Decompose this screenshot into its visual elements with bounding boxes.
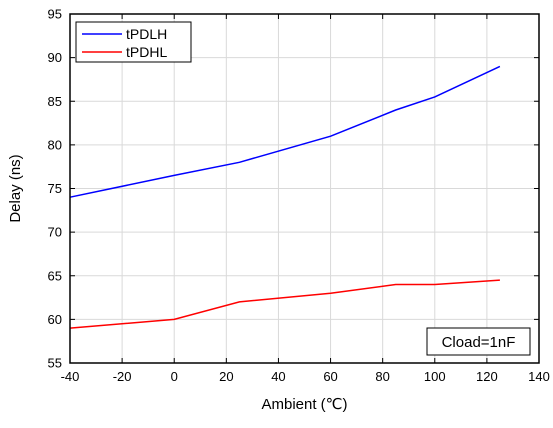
x-tick-label: 120: [476, 369, 498, 384]
series-line-tPDLH: [69, 65, 501, 198]
series-line-tPDHL: [69, 279, 500, 329]
y-tick-label: 65: [48, 268, 62, 283]
y-tick-label: 55: [48, 356, 62, 371]
y-tick-label: 80: [48, 137, 62, 152]
annotation-text: Cload=1nF: [442, 334, 516, 351]
legend: tPDLH tPDHL: [75, 21, 192, 63]
legend-label-tPDLH: tPDLH: [126, 26, 167, 42]
annotation-frame: [426, 327, 531, 356]
x-tick-label: 100: [424, 369, 446, 384]
y-tick-label: 75: [48, 181, 62, 196]
x-axis-title: Ambient (℃): [261, 396, 347, 413]
x-tick-label: 0: [171, 369, 178, 384]
y-tick-label: 95: [48, 7, 62, 22]
x-tick-label: -40: [61, 369, 80, 384]
axis-ticks: -40 -20 0 20 40 60 80 100 120 140 55 60 65 70 75 80 85 90…: [48, 7, 550, 385]
y-tick-label: 85: [48, 94, 62, 109]
x-tick-label: -20: [113, 369, 132, 384]
legend-box: [75, 21, 192, 63]
annotation-box: Cload=1nF: [426, 327, 531, 356]
y-axis-title: Delay (ns): [7, 154, 24, 222]
legend-label-tPDHL: tPDHL: [126, 44, 167, 60]
series-lines: [69, 65, 501, 329]
y-tick-label: 90: [48, 50, 62, 65]
x-tick-label: 140: [528, 369, 550, 384]
y-tick-label: 70: [48, 225, 62, 240]
x-tick-label: 80: [375, 369, 389, 384]
grid: [70, 14, 539, 363]
x-tick-label: 60: [323, 369, 337, 384]
x-tick-label: 40: [271, 369, 285, 384]
x-tick-label: 20: [219, 369, 233, 384]
y-tick-label: 60: [48, 312, 62, 327]
